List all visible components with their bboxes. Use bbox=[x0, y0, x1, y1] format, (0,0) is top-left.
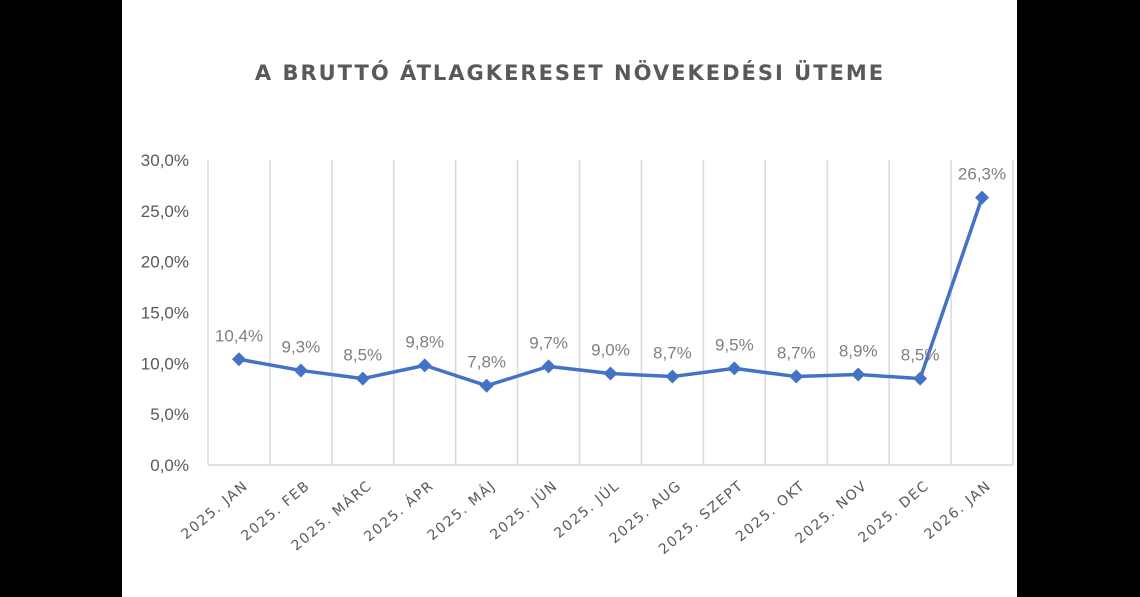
y-axis-ticks: 0,0% 5,0% 10,0% 15,0% 20,0% 25,0% 30,0% bbox=[141, 151, 189, 475]
data-label: 9,5% bbox=[715, 335, 754, 354]
data-label: 9,7% bbox=[529, 333, 568, 352]
data-label: 8,7% bbox=[653, 344, 692, 363]
data-label: 10,4% bbox=[215, 326, 263, 345]
chart-panel bbox=[122, 0, 1017, 597]
data-point-marker bbox=[851, 367, 866, 382]
data-label: 7,8% bbox=[467, 353, 506, 372]
data-label: 8,9% bbox=[839, 342, 878, 361]
data-label: 9,8% bbox=[405, 332, 444, 351]
data-point-marker bbox=[355, 371, 370, 386]
data-point-marker bbox=[727, 361, 742, 376]
x-tick-label: 2025. MÁJ bbox=[424, 477, 499, 544]
data-label: 8,7% bbox=[777, 344, 816, 363]
y-tick-label: 30,0% bbox=[141, 151, 189, 170]
chart-title: A BRUTTÓ ÁTLAGKERESET NÖVEKEDÉSI ÜTEME bbox=[255, 60, 885, 85]
data-point-marker bbox=[789, 369, 804, 384]
y-tick-label: 15,0% bbox=[141, 304, 189, 323]
data-labels: 10,4% 9,3% 8,5% 9,8% 7,8% 9,7% 9,0% 8,7% 9,5% 8,7… bbox=[215, 165, 1006, 372]
data-label: 8,5% bbox=[343, 346, 382, 365]
data-label: 9,0% bbox=[591, 341, 630, 360]
y-tick-label: 10,0% bbox=[141, 354, 189, 373]
data-point-marker bbox=[231, 352, 246, 367]
data-point-marker bbox=[665, 369, 680, 384]
data-point-marker bbox=[479, 378, 494, 393]
data-point-marker bbox=[293, 363, 308, 378]
data-point-marker bbox=[603, 366, 618, 381]
data-point-marker bbox=[913, 371, 928, 386]
data-point-marker bbox=[975, 190, 990, 205]
x-tick-label: 2025. JÚN bbox=[486, 476, 561, 543]
gridlines bbox=[207, 160, 1014, 466]
series-line bbox=[231, 190, 990, 393]
data-label: 8,5% bbox=[901, 346, 940, 365]
y-tick-label: 5,0% bbox=[150, 405, 189, 424]
data-label: 26,3% bbox=[958, 165, 1006, 184]
data-point-marker bbox=[417, 358, 432, 373]
data-label: 9,3% bbox=[282, 337, 321, 356]
y-tick-label: 25,0% bbox=[141, 202, 189, 221]
x-tick-label: 2026. JAN bbox=[922, 478, 995, 543]
y-tick-label: 0,0% bbox=[150, 456, 189, 475]
y-tick-label: 20,0% bbox=[141, 253, 189, 272]
data-point-marker bbox=[541, 359, 556, 374]
